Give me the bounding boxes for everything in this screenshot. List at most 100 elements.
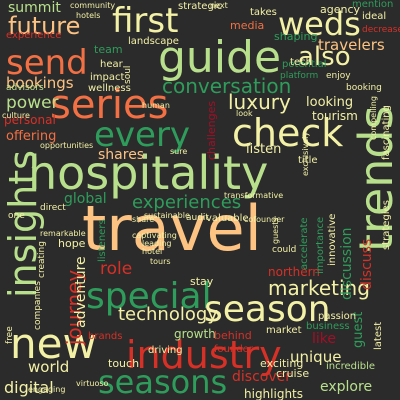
word: opportunities [40,141,94,150]
word: tech [290,57,312,68]
word: seasons [98,363,228,400]
word: check [232,111,344,155]
word: cofounder [244,215,285,224]
word: share [132,215,155,224]
word: listeners [97,219,108,262]
word: discuss [359,238,375,290]
word: strategies [381,200,392,250]
word: brands [88,331,123,342]
word: takes [250,7,277,18]
word: passion [318,311,357,322]
word: look [236,109,253,118]
word: captivating [132,231,177,240]
word: potential [282,59,327,70]
word: guests [271,217,280,244]
word: leading [142,239,172,248]
word: every [94,115,191,155]
word: one [8,211,25,221]
word: sustainable [144,211,190,220]
word: adventure [73,256,89,328]
word: special [86,276,212,317]
word: platform [280,71,319,81]
word: tourism [312,109,358,123]
word: personal [4,113,56,127]
word: like [312,331,337,347]
word: mention [352,0,394,10]
word: first [112,1,179,41]
word: free [5,326,15,344]
word: direct [40,203,66,213]
word: landscape [128,36,179,47]
word: market [266,325,302,336]
word: companies [33,281,43,330]
word: next [210,1,228,10]
word: challenges [205,100,218,160]
word: impact [90,72,125,83]
word: exclusively [301,131,310,176]
word: experience [6,30,62,41]
word: booking [346,83,382,93]
word: fascinating [381,105,392,160]
word: enjoy [326,71,351,81]
word: new [10,319,97,368]
word: innovative [327,213,338,266]
word: culture [2,111,30,120]
word: remarkable [40,229,86,238]
word: ideal [362,11,387,22]
word: advisors [6,83,44,93]
word: travelers [318,36,385,54]
word: audit [186,213,209,223]
word: could [272,245,297,255]
word: soul [123,65,133,84]
word: digital [4,378,54,397]
word: season [204,289,331,330]
word: weds [278,5,361,43]
word: compelling [369,96,378,140]
word: accelerate [299,217,310,270]
word: looking [306,95,354,110]
word: growth [174,327,216,341]
word: bookings [6,74,74,92]
word: series [50,82,169,128]
word: shares [98,147,145,163]
word: discover [232,369,291,385]
word: send [6,43,88,83]
word: travel [82,192,262,265]
word: offering [6,129,57,144]
word: touch [108,357,140,370]
word: unique [290,348,342,366]
word: hope [58,237,86,250]
word: driving [148,345,183,356]
word: power [6,93,59,113]
word: highlights [244,387,304,400]
word: human [142,101,170,110]
word: creating [37,241,47,278]
word: listen [246,142,282,157]
word: agency [320,3,361,16]
word: hear [100,59,123,70]
word: cruise [276,367,310,380]
word: luxury [228,90,291,114]
word: strategic [178,1,223,12]
word: team [94,43,123,56]
word: transformative [224,191,284,200]
word: incredible [326,361,376,372]
word: conversation [162,74,292,98]
word: virtuoso [76,379,109,388]
word: experiences [132,192,242,213]
word: global [64,191,107,207]
word: hotel [142,247,163,256]
word: wellness [88,83,131,94]
word: technology [118,304,218,325]
word: importance [315,216,326,274]
word: explore [320,379,373,395]
word: industry [126,333,282,377]
word: decrease [362,25,400,35]
word: stay [190,275,214,288]
word: founder [214,344,253,355]
word: valuable [206,213,249,224]
word: guide [158,32,282,83]
word: role [100,259,133,279]
word: title [298,155,318,166]
word: also [298,42,351,72]
